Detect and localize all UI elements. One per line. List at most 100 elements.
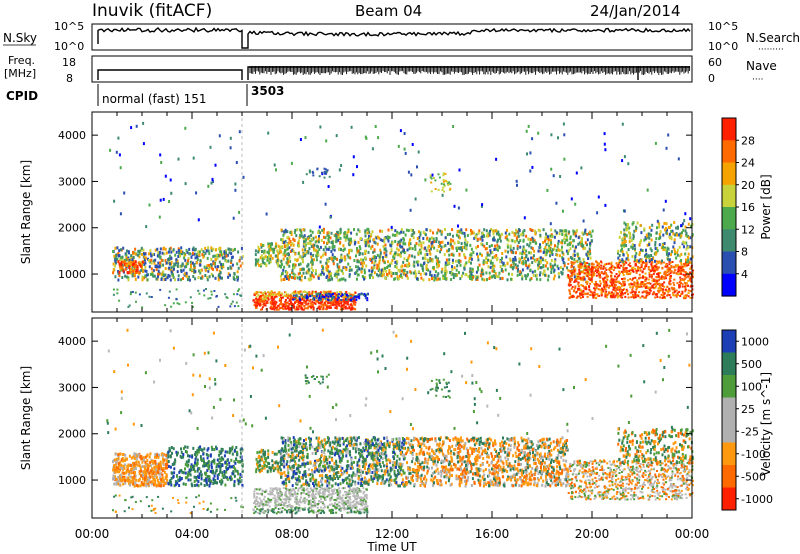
scatter-cell (526, 152, 528, 156)
scatter-cell (552, 266, 555, 270)
scatter-cell (529, 151, 532, 155)
scatter-cell (418, 239, 421, 243)
scatter-cell (621, 122, 624, 126)
scatter-cell (349, 294, 352, 297)
scatter-cell (577, 281, 580, 284)
scatter-cell (687, 292, 690, 295)
scatter-cell (330, 231, 333, 235)
scatter-cell (297, 239, 300, 243)
scatter-cell (666, 228, 668, 232)
scatter-cell (684, 271, 687, 273)
scatter-cell (675, 256, 678, 260)
scatter-cell (534, 241, 537, 245)
scatter-cell (328, 276, 331, 280)
scatter-cell (588, 267, 591, 270)
scatter-cell (344, 258, 346, 262)
scatter-cell (238, 259, 241, 263)
scatter-cell (608, 291, 611, 294)
scatter-cell (290, 161, 293, 165)
scatter-cell (409, 246, 412, 250)
scatter-cell (467, 275, 470, 279)
scatter-cell (451, 265, 453, 269)
scatter-cell (342, 244, 345, 248)
scatter-cell (360, 261, 363, 265)
scatter-cell (373, 271, 376, 275)
scatter-cell (621, 243, 624, 247)
scatter-cell (312, 298, 314, 301)
scatter-cell (589, 256, 592, 260)
scatter-cell (235, 161, 238, 164)
scatter-cell (280, 265, 282, 269)
scatter-cell (364, 256, 367, 260)
scatter-cell (581, 278, 584, 281)
scatter-cell (692, 293, 694, 296)
scatter-cell (567, 257, 570, 261)
scatter-cell (315, 300, 318, 303)
scatter-cell (433, 278, 436, 282)
scatter-cell (429, 176, 432, 179)
scatter-cell (460, 228, 463, 232)
scatter-cell (421, 256, 424, 260)
scatter-cell (409, 270, 412, 274)
scatter-cell (290, 295, 293, 298)
scatter-cell (409, 208, 412, 212)
scatter-cell (615, 278, 618, 281)
scatter-cell (595, 274, 598, 277)
scatter-cell (326, 231, 329, 235)
scatter-cell (665, 231, 668, 235)
scatter-cell (567, 262, 570, 265)
scatter-cell (615, 281, 618, 284)
scatter-cell (393, 277, 396, 281)
scatter-cell (573, 269, 576, 272)
scatter-cell (613, 266, 616, 269)
scatter-cell (665, 249, 668, 253)
scatter-cell (308, 268, 311, 272)
scatter-cell (507, 272, 510, 276)
scatter-cell (116, 257, 119, 261)
scatter-cell (128, 261, 131, 265)
scatter-cell (642, 281, 645, 284)
scatter-cell (522, 245, 525, 249)
scatter-cell (535, 273, 538, 277)
scatter-cell (302, 255, 305, 259)
scatter-cell (332, 300, 335, 303)
scatter-cell (339, 236, 342, 240)
scatter-cell (364, 252, 367, 255)
scatter-cell (117, 278, 120, 282)
scatter-cell (417, 243, 420, 247)
scatter-cell (465, 261, 468, 265)
scatter-cell (644, 296, 647, 299)
scatter-cell (127, 256, 130, 260)
scatter-cell (423, 256, 426, 260)
scatter-cell (432, 231, 434, 235)
scatter-cell (398, 242, 401, 246)
scatter-cell (658, 283, 661, 286)
scatter-cell (645, 261, 648, 264)
scatter-cell (336, 257, 339, 261)
scatter-cell (360, 270, 363, 274)
scatter-cell (311, 261, 314, 265)
scatter-cell (658, 232, 661, 236)
scatter-cell (537, 263, 539, 267)
scatter-cell (627, 296, 630, 299)
scatter-cell (491, 269, 494, 273)
scatter-cell (640, 239, 642, 243)
scatter-cell (141, 275, 144, 279)
scatter-cell (288, 299, 291, 302)
scatter-cell (296, 258, 299, 262)
scatter-cell (331, 240, 334, 244)
scatter-cell (655, 276, 658, 279)
scatter-cell (690, 224, 693, 228)
scatter-cell (628, 240, 631, 244)
scatter-cell (494, 272, 497, 275)
scatter-cell (531, 256, 534, 260)
scatter-cell (448, 253, 451, 257)
scatter-cell (194, 277, 197, 281)
scatter-cell (470, 253, 473, 257)
scatter-cell (328, 246, 331, 250)
scatter-cell (186, 262, 189, 266)
scatter-cell (521, 277, 524, 281)
scatter-cell (312, 171, 315, 174)
scatter-cell (325, 266, 328, 270)
scatter-cell (493, 236, 495, 240)
